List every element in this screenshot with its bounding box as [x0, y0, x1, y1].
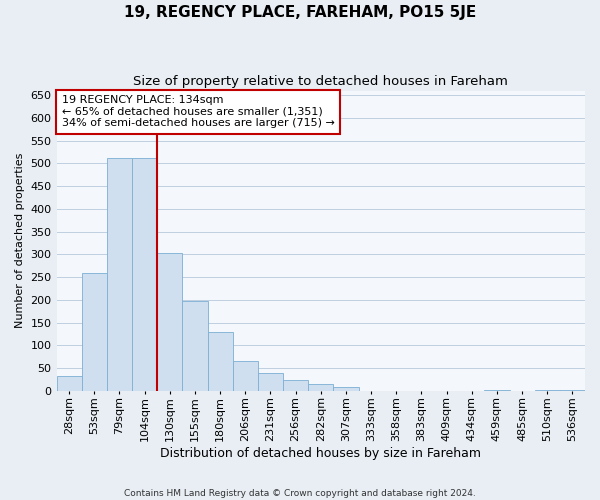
Y-axis label: Number of detached properties: Number of detached properties [15, 153, 25, 328]
Bar [56, 376, 82, 391]
Bar [82, 272, 107, 391]
Bar [233, 361, 258, 391]
Bar [484, 390, 509, 391]
Bar [107, 158, 132, 391]
Bar [208, 332, 233, 391]
Text: 19, REGENCY PLACE, FAREHAM, PO15 5JE: 19, REGENCY PLACE, FAREHAM, PO15 5JE [124, 5, 476, 20]
Bar [258, 372, 283, 391]
Text: 19 REGENCY PLACE: 134sqm
← 65% of detached houses are smaller (1,351)
34% of sem: 19 REGENCY PLACE: 134sqm ← 65% of detach… [62, 95, 335, 128]
Bar [334, 387, 359, 391]
Bar [157, 254, 182, 391]
X-axis label: Distribution of detached houses by size in Fareham: Distribution of detached houses by size … [160, 447, 481, 460]
Bar [308, 384, 334, 391]
Bar [182, 301, 208, 391]
Bar [535, 390, 560, 391]
Bar [132, 158, 157, 391]
Title: Size of property relative to detached houses in Fareham: Size of property relative to detached ho… [133, 75, 508, 88]
Bar [560, 390, 585, 391]
Text: Contains HM Land Registry data © Crown copyright and database right 2024.: Contains HM Land Registry data © Crown c… [124, 488, 476, 498]
Bar [283, 380, 308, 391]
